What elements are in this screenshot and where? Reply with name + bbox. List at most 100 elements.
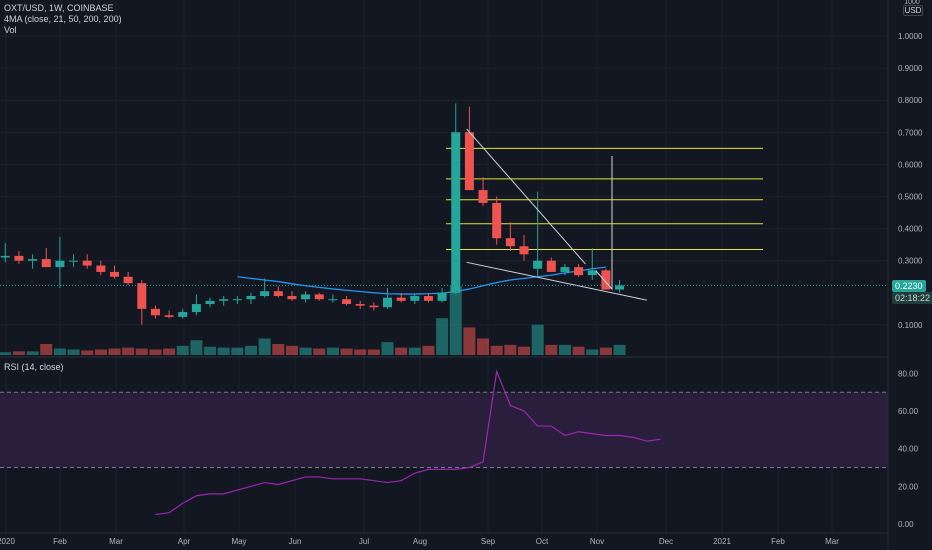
- candle-body: [260, 291, 270, 297]
- volume-bar: [545, 344, 558, 355]
- volume-bar: [340, 348, 353, 355]
- time-tick-label: Mar: [109, 537, 123, 546]
- scale-top-button[interactable]: 1000: [904, 0, 920, 6]
- time-tick-label: Feb: [53, 537, 67, 546]
- candle-body: [369, 305, 379, 308]
- candle-body: [205, 300, 215, 305]
- volume-bar: [94, 349, 107, 355]
- volume-bar: [40, 343, 53, 355]
- time-tick-label: Nov: [590, 537, 604, 546]
- candle-body: [423, 296, 433, 301]
- volume-bar: [190, 340, 203, 355]
- candle-body: [342, 299, 352, 305]
- candle-body: [519, 246, 529, 255]
- symbol-legend[interactable]: OXT/USD, 1W, COINBASE: [4, 3, 114, 13]
- volume-bar: [26, 351, 39, 355]
- time-tick-label: Jul: [359, 537, 369, 546]
- candle-body: [410, 296, 420, 301]
- candles: [0, 103, 625, 325]
- volume-bar: [326, 347, 339, 355]
- volume-bar: [477, 338, 490, 355]
- volume-bar: [599, 347, 612, 355]
- time-tick-label: Dec: [659, 537, 673, 546]
- target-projection-line: [595, 156, 613, 291]
- rsi-line: [155, 369, 661, 516]
- rsi-polyline: [155, 369, 661, 516]
- time-axis[interactable]: 2020 Feb Mar Apr May Jun Jul Aug Sep Oct Nov Dec 202…: [0, 537, 839, 546]
- candle-body: [314, 294, 324, 300]
- volume-bar: [572, 346, 585, 355]
- candle-body: [464, 132, 474, 191]
- volume-bar: [313, 348, 326, 355]
- price-tick-label: 0.8000: [898, 96, 923, 105]
- candle-body: [82, 260, 92, 266]
- volume-bar: [463, 327, 476, 355]
- price-tick-label: 0.5000: [898, 193, 923, 202]
- candle-body: [492, 202, 502, 239]
- rsi-axis[interactable]: 80.00 60.00 40.00 20.00 0.00: [898, 369, 919, 529]
- price-tick-label: 0.9000: [898, 64, 923, 73]
- volume-bar: [613, 344, 626, 355]
- candle-body: [273, 291, 283, 297]
- candle-body: [219, 299, 229, 301]
- rsi-tick-label: 0.00: [898, 520, 914, 529]
- candle-body: [601, 270, 611, 290]
- volume-bar: [12, 351, 25, 355]
- volume-bar: [558, 344, 571, 355]
- rsi-tick-label: 40.00: [898, 445, 919, 454]
- candle-body: [191, 304, 201, 313]
- candle-body: [287, 296, 297, 300]
- candle-body: [587, 270, 597, 276]
- volume-bars: [0, 286, 626, 355]
- candle-body: [328, 299, 338, 301]
- time-tick-label: Sep: [481, 537, 496, 546]
- volume-bar: [245, 345, 257, 355]
- rsi-legend[interactable]: RSI (14, close): [4, 362, 64, 372]
- rsi-band-fill: [0, 392, 888, 468]
- candle-body: [178, 312, 188, 317]
- candle-body: [55, 260, 65, 268]
- moving-average: [237, 266, 606, 295]
- price-tick-label: 0.4000: [898, 225, 923, 234]
- candle-body: [560, 267, 570, 272]
- volume-bar: [518, 346, 530, 355]
- price-axis[interactable]: 1.0000 0.9000 0.8000 0.7000 0.6000 0.5000 0.40…: [898, 32, 923, 330]
- candle-body: [110, 271, 119, 277]
- ma-legend[interactable]: 4MA (close, 21, 50, 200, 200): [4, 14, 122, 24]
- wedge-upper-line: [466, 128, 586, 265]
- volume-bar: [586, 349, 599, 355]
- volume-bar: [176, 345, 189, 355]
- volume-legend[interactable]: Vol: [4, 25, 17, 35]
- candle-body: [505, 238, 515, 247]
- candle-body: [137, 283, 147, 309]
- volume-bar: [285, 345, 298, 355]
- time-tick-label: 2020: [0, 537, 15, 546]
- volume-bar: [272, 343, 285, 355]
- wedge-lower-line: [466, 261, 647, 301]
- candle-body: [246, 296, 256, 300]
- candle-body: [96, 265, 106, 272]
- candle-body: [533, 260, 543, 269]
- volume-bar: [122, 347, 135, 355]
- candle-body: [150, 308, 160, 316]
- time-tick-label: Aug: [413, 537, 427, 546]
- fib-levels: [446, 147, 763, 250]
- volume-bar: [381, 342, 394, 355]
- volume-bar: [436, 318, 449, 355]
- ma-line: [237, 266, 606, 295]
- candle-body: [0, 255, 10, 258]
- volume-bar: [67, 349, 80, 355]
- candle-body: [546, 260, 556, 272]
- candle-body: [574, 267, 584, 276]
- currency-button[interactable]: USD: [903, 5, 923, 16]
- candle-body: [69, 260, 79, 262]
- rsi-band: [0, 391, 888, 469]
- time-tick-label: Oct: [536, 537, 549, 546]
- rsi-tick-label: 20.00: [898, 482, 919, 491]
- price-tick-label: 0.3000: [898, 257, 923, 266]
- volume-bar: [354, 349, 367, 355]
- volume-bar: [490, 345, 503, 355]
- candle-body: [437, 292, 447, 301]
- candle-body: [478, 190, 488, 203]
